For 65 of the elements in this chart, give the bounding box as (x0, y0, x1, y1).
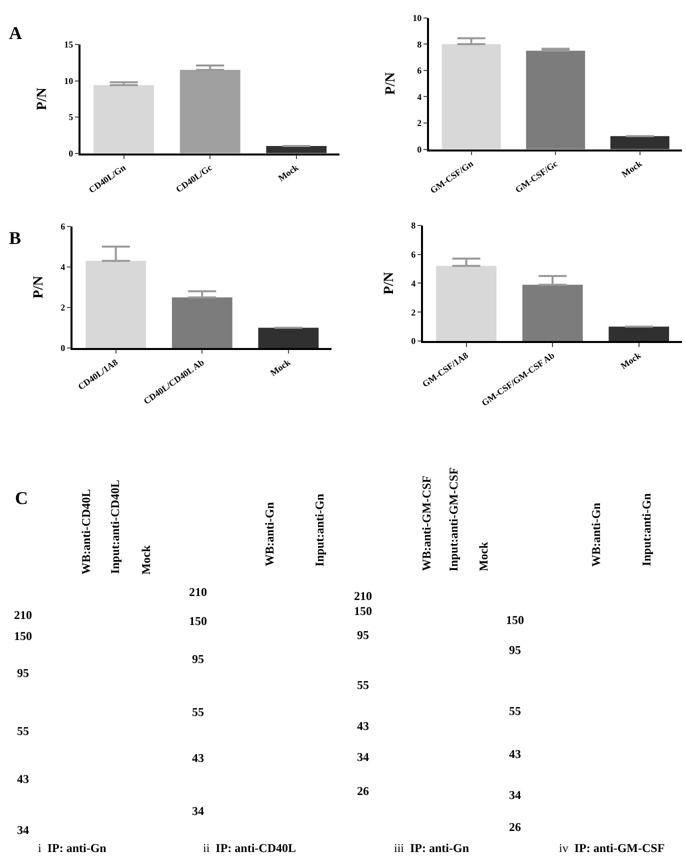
y-tick-label: 8 (417, 39, 422, 50)
y-tick-label: 10 (64, 76, 74, 86)
y-tick-label: 4 (411, 278, 416, 288)
chart-title: A (9, 23, 22, 43)
text: i IP: anti-Gn (38, 841, 107, 855)
text: 150 (506, 613, 524, 627)
text: 26 (357, 784, 369, 798)
text: C (15, 488, 28, 508)
text: 95 (357, 628, 369, 642)
text: 34 (357, 750, 369, 764)
text: 34 (17, 823, 29, 837)
y-tick-label: 6 (60, 222, 66, 232)
y-tick-label: 15 (64, 40, 74, 50)
text: 150 (14, 629, 32, 643)
y-tick-label: 0 (68, 148, 74, 158)
text: Input:anti-GM-CSF (446, 467, 461, 572)
text: WB:anti-Gn (588, 502, 603, 567)
y-tick-label: 0 (417, 144, 422, 154)
text: 43 (17, 772, 29, 786)
text: iii IP: anti-Gn (394, 841, 470, 855)
text: Mock (476, 542, 491, 572)
text: 26 (509, 820, 521, 834)
y-tick-label: 4 (417, 92, 422, 102)
text: 43 (192, 751, 204, 765)
text: ii IP: anti-CD40L (203, 841, 296, 855)
y-axis-title: P/N (35, 88, 50, 110)
text: 95 (192, 652, 204, 666)
text: WB:anti-CD40L (78, 489, 93, 574)
text: 210 (14, 608, 32, 622)
y-tick-label: 10 (412, 13, 422, 23)
text: Input:anti-CD40L (108, 480, 122, 574)
text: 150 (354, 604, 372, 618)
y-tick-label: 0 (60, 343, 66, 354)
text: 210 (354, 589, 372, 603)
text: 95 (17, 666, 29, 680)
text: WB:anti-GM-CSF (419, 476, 434, 571)
text: Input:anti-Gn (639, 493, 654, 566)
y-tick-label: 2 (417, 118, 422, 128)
y-axis-title: P/N (382, 272, 398, 295)
y-tick-label: 2 (60, 302, 66, 313)
y-axis-title: P/N (384, 72, 399, 95)
text: 210 (189, 585, 207, 599)
text: Mock (139, 545, 154, 575)
text: 55 (357, 678, 369, 692)
y-axis-title: P/N (32, 276, 47, 298)
y-tick-label: 8 (411, 220, 416, 231)
text: 55 (192, 705, 204, 719)
text: WB:anti-Gn (262, 502, 276, 566)
text: 34 (509, 788, 521, 802)
chart-title: B (9, 228, 22, 248)
text: Input:anti-Gn (312, 493, 327, 567)
text: 43 (357, 719, 369, 733)
text: 43 (509, 747, 521, 761)
y-tick-label: 4 (60, 262, 66, 272)
y-tick-label: 6 (417, 66, 422, 76)
text: iv IP: anti-GM-CSF (559, 841, 665, 855)
text: 150 (189, 614, 207, 628)
text: 55 (509, 704, 521, 718)
y-tick-label: 0 (411, 336, 416, 346)
text: 55 (17, 724, 29, 738)
y-tick-label: 6 (411, 249, 416, 260)
text: 34 (192, 804, 204, 818)
y-tick-label: 5 (68, 112, 74, 122)
y-tick-label: 2 (411, 307, 416, 318)
text: 95 (509, 643, 521, 657)
